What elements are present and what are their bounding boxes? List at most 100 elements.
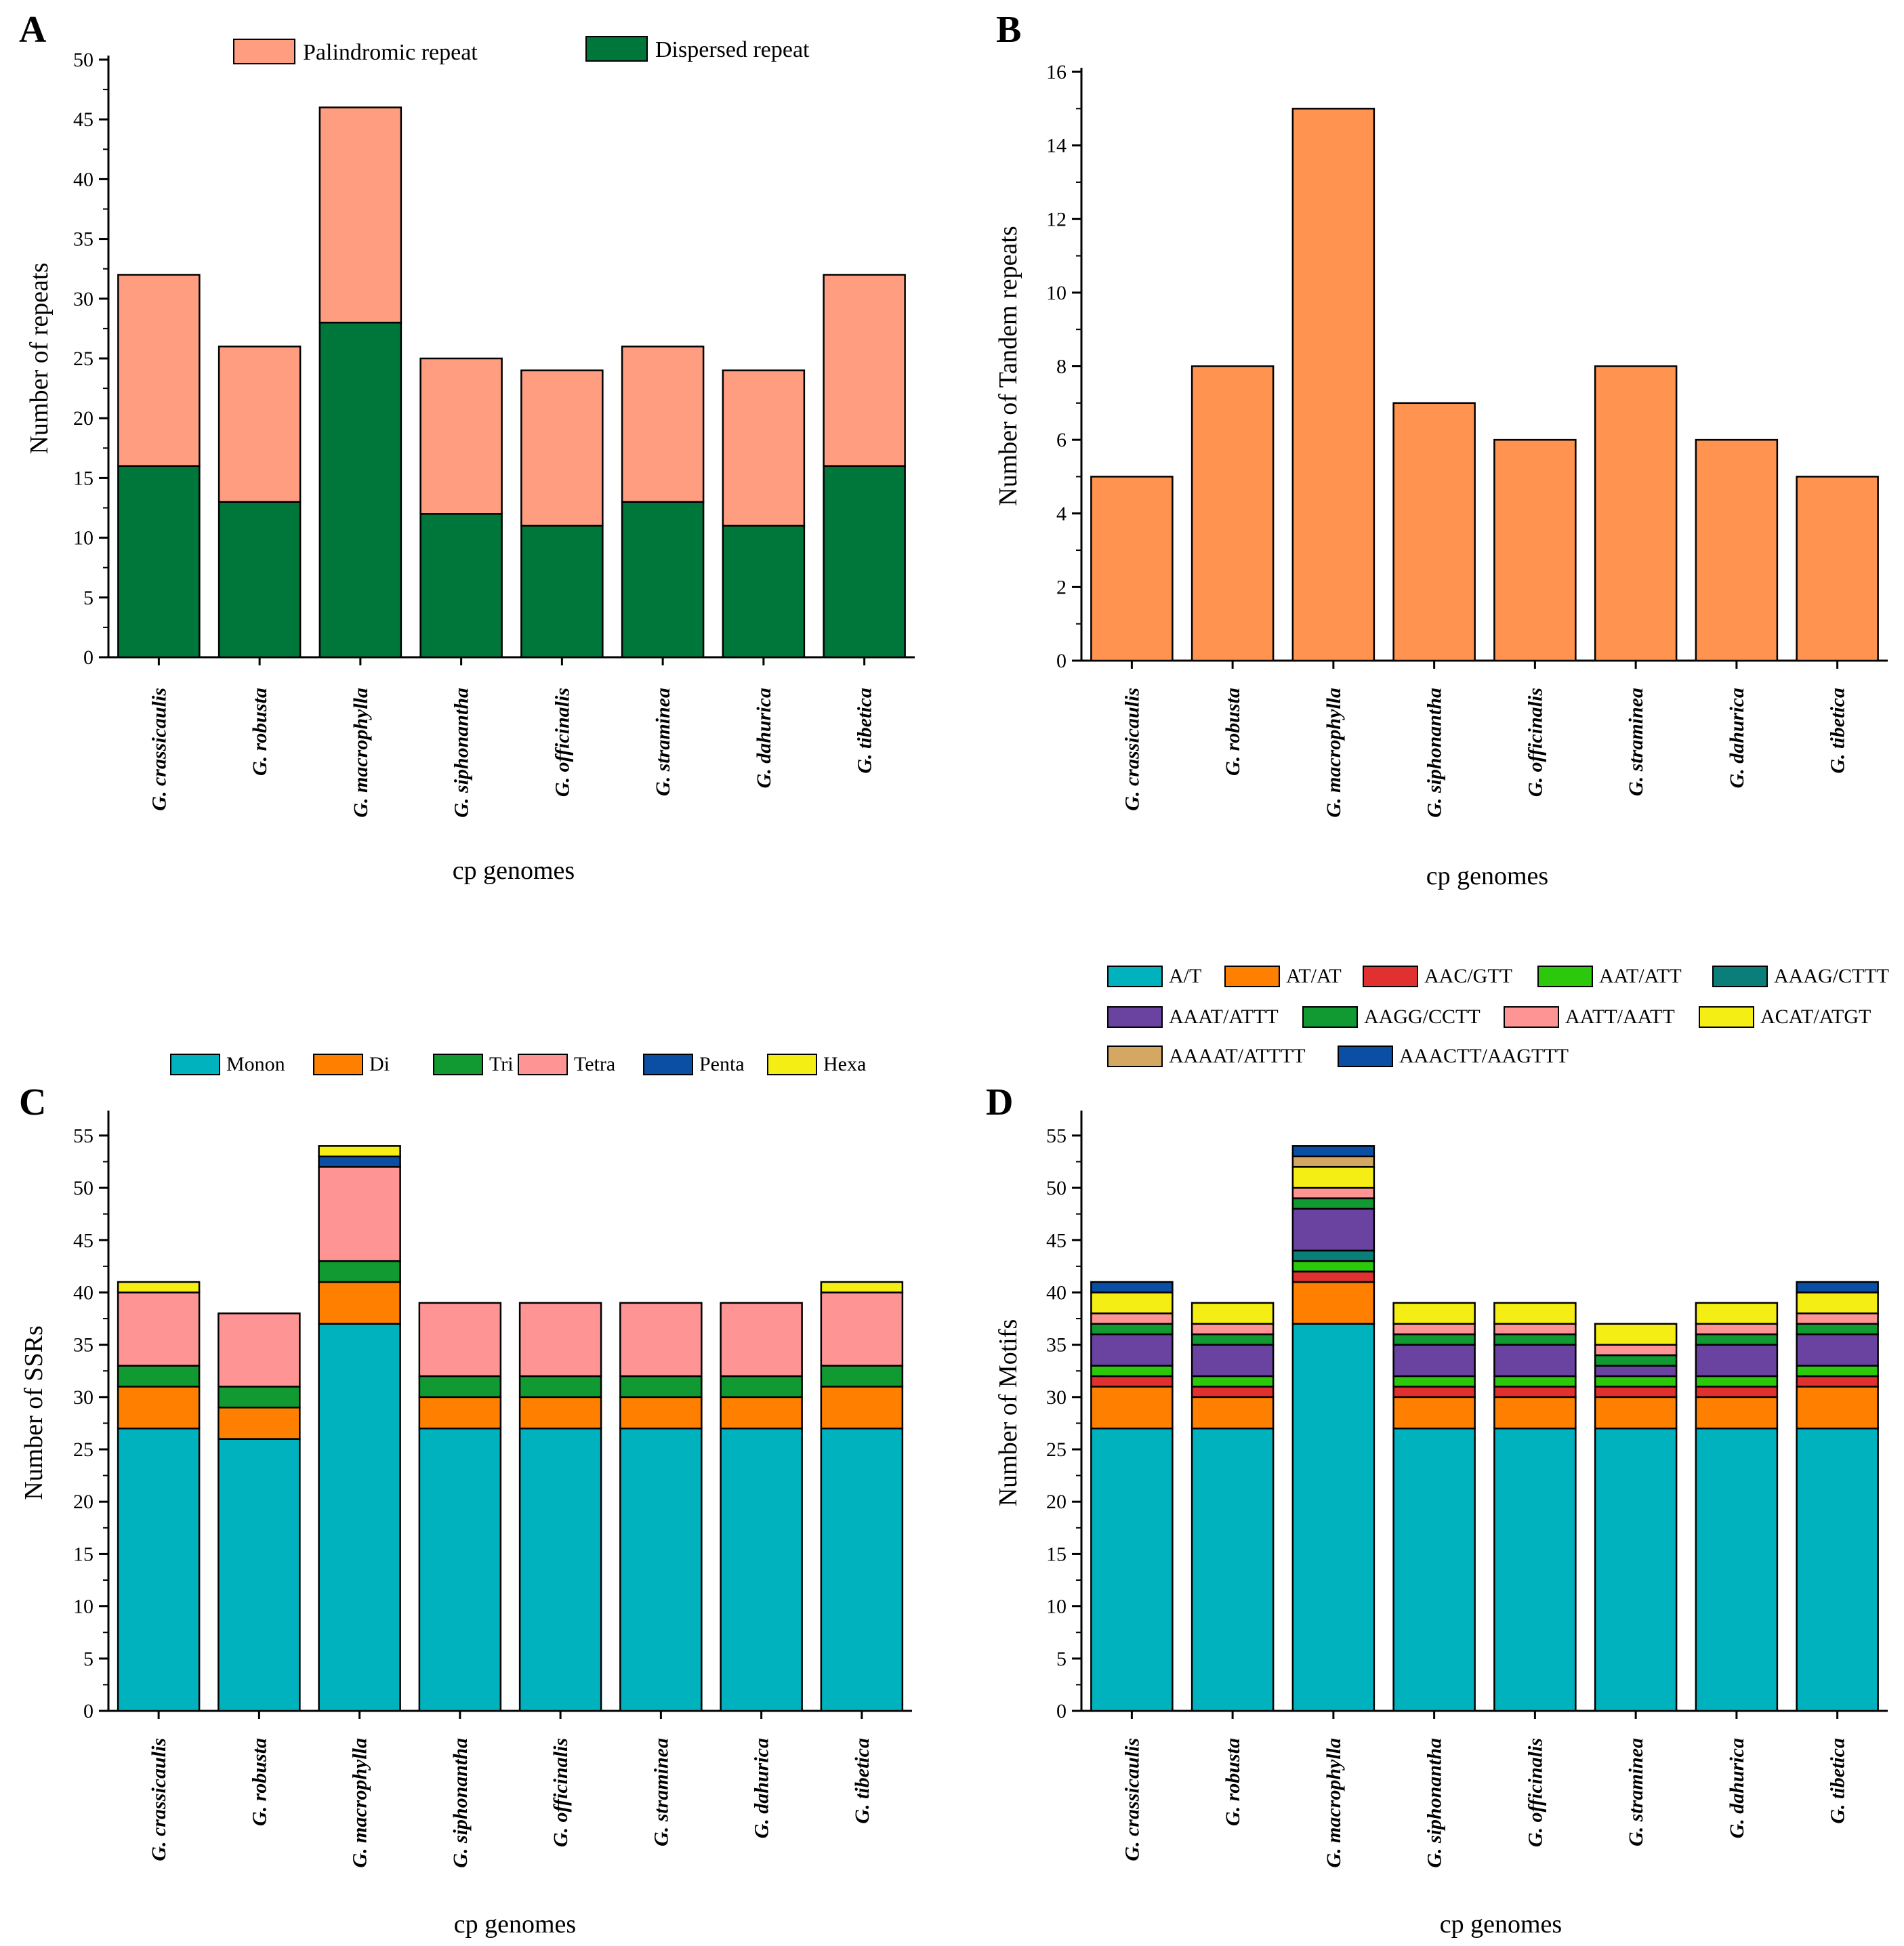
bar-d-a-t-g-tibetica [1796,1427,1879,1712]
category-label-b: G. tibetica [1827,688,1849,774]
category-label-a: G. tibetica [854,688,876,774]
y-tick-label-a: 10 [73,527,94,550]
bar-c-monon-g-officinalis [518,1427,602,1712]
category-label-c: G. straminea [650,1738,672,1846]
category-label-d: G. crassicaulis [1121,1738,1143,1861]
bar-d-aatt-aatt-g-officinalis [1493,1323,1577,1336]
category-label-d: G. straminea [1625,1738,1647,1846]
category-label-a: G. robusta [249,688,271,776]
category-label-a: G. dahurica [753,688,775,788]
y-tick-label-c: 10 [73,1596,94,1618]
bar-c-di-g-siphonantha [418,1396,502,1430]
y-tick-label-d: 0 [1056,1700,1067,1722]
bar-d-acat-atgt-g-dahurica [1695,1302,1779,1325]
legend-d-aaaat-atttt-label: AAAAT/ATTTT [1169,1045,1306,1067]
category-label-d: G. robusta [1222,1738,1244,1826]
legend-c-tetra-swatch [518,1054,568,1075]
bar-d-aat-att-g-macrophylla [1291,1260,1375,1272]
bar-d-aatt-aatt-g-macrophylla [1291,1186,1375,1199]
bar-b-tandem-repeats-g-robusta [1191,365,1275,662]
y-tick-label-d: 20 [1046,1491,1067,1513]
bar-b-tandem-repeats-g-straminea [1594,365,1678,662]
y-tick-label-d: 15 [1046,1543,1067,1565]
bar-a-dispersed-repeat-g-dahurica [722,524,806,659]
bar-c-tri-g-macrophylla [318,1260,401,1283]
bar-c-monon-g-crassicaulis [117,1427,201,1712]
bar-d-aat-att-g-robusta [1191,1375,1275,1388]
bar-b-tandem-repeats-g-tibetica [1796,476,1879,662]
bar-c-tri-g-straminea [619,1375,703,1399]
bar-d-at-at-g-robusta [1191,1396,1275,1430]
y-tick-label-d: 50 [1046,1177,1067,1199]
bar-c-di-g-macrophylla [318,1281,401,1325]
bar-d-aaat-attt-g-tibetica [1796,1333,1879,1367]
bar-d-aac-gtt-g-dahurica [1695,1386,1779,1399]
bar-d-aaat-attt-g-officinalis [1493,1344,1577,1378]
y-tick-label-a: 30 [73,288,94,310]
category-label-d: G. dahurica [1726,1738,1748,1838]
bar-d-aaag-cttt-g-macrophylla [1291,1249,1375,1262]
y-tick-label-c: 55 [73,1125,94,1147]
bar-c-tri-g-dahurica [720,1375,803,1399]
category-label-c: G. siphonantha [449,1738,472,1868]
legend-a-dispersed-repeat-label: Dispersed repeat [655,37,810,62]
legend-c-tri-swatch [433,1054,483,1075]
y-axis-title-c: Number of SSRs [20,1325,48,1500]
legend-d-aat-att-label: AAT/ATT [1599,965,1682,987]
bar-d-at-at-g-macrophylla [1291,1281,1375,1325]
category-label-d: G. officinalis [1524,1738,1546,1847]
bar-c-tri-g-robusta [218,1386,301,1409]
bar-a-dispersed-repeat-g-tibetica [823,465,906,659]
bar-a-dispersed-repeat-g-straminea [621,501,705,659]
bar-d-acat-atgt-g-robusta [1191,1302,1275,1325]
bar-c-di-g-robusta [218,1407,301,1440]
bar-d-aat-att-g-dahurica [1695,1375,1779,1388]
bar-d-a-t-g-straminea [1594,1427,1678,1712]
bar-d-aaat-attt-g-robusta [1191,1344,1275,1378]
panel-b: B 0 2 4 6 8 10 12 14 16 Number of Tandem repeats cp… [994,9,1888,890]
category-label-c: G. robusta [248,1738,270,1826]
bar-c-tri-g-officinalis [518,1375,602,1399]
panel-letter-c: C [19,1081,46,1123]
bar-d-aac-gtt-g-siphonantha [1392,1386,1476,1399]
bar-c-tetra-g-siphonantha [418,1302,502,1378]
bar-c-tetra-g-macrophylla [318,1165,401,1262]
legend-d-aagg-cctt-swatch [1302,1006,1358,1028]
bar-d-aac-gtt-g-crassicaulis [1090,1375,1174,1388]
category-label-c: G. macrophylla [349,1738,371,1868]
category-label-b: G. officinalis [1524,688,1546,797]
y-tick-label-c: 40 [73,1281,94,1304]
bar-d-acat-atgt-g-tibetica [1796,1291,1879,1314]
bar-d-acat-atgt-g-crassicaulis [1090,1291,1174,1314]
y-tick-label-c: 15 [73,1543,94,1565]
y-tick-label-b: 4 [1056,503,1067,525]
bar-c-tetra-g-tibetica [820,1291,904,1367]
y-tick-label-b: 2 [1056,576,1067,598]
y-tick-label-c: 50 [73,1177,94,1199]
bar-d-acat-atgt-g-siphonantha [1392,1302,1476,1325]
bar-c-monon-g-straminea [619,1427,703,1712]
bar-d-aaactt-aagttt-g-tibetica [1796,1281,1879,1293]
y-tick-label-a: 35 [73,228,94,251]
bar-d-aac-gtt-g-tibetica [1796,1375,1879,1388]
bar-d-a-t-g-siphonantha [1392,1427,1476,1712]
bar-d-acat-atgt-g-macrophylla [1291,1165,1375,1189]
bar-d-at-at-g-tibetica [1796,1386,1879,1430]
y-tick-label-a: 5 [83,587,94,609]
legend-d-aatt-aatt-label: AATT/AATT [1565,1006,1675,1028]
bar-d-at-at-g-siphonantha [1392,1396,1476,1430]
bar-d-aatt-aatt-g-dahurica [1695,1323,1779,1336]
bar-d-aaaat-atttt-g-macrophylla [1291,1155,1375,1168]
panel-d: D 0 5 10 15 20 25 30 35 40 45 50 55 Number of Motifs c… [986,965,1889,1939]
bar-d-at-at-g-dahurica [1695,1396,1779,1430]
bar-b-tandem-repeats-g-officinalis [1493,438,1577,662]
y-tick-label-d: 40 [1046,1281,1067,1304]
bar-d-aat-att-g-crassicaulis [1090,1365,1174,1378]
category-label-a: G. macrophylla [350,688,372,818]
legend-c-penta-swatch [643,1054,693,1075]
legend-c-penta-label: Penta [699,1053,745,1075]
category-label-b: G. siphonantha [1424,688,1446,818]
legend-d-at-at-label: AT/AT [1286,965,1342,987]
y-tick-label-a: 15 [73,467,94,489]
category-label-c: G. tibetica [851,1738,873,1824]
